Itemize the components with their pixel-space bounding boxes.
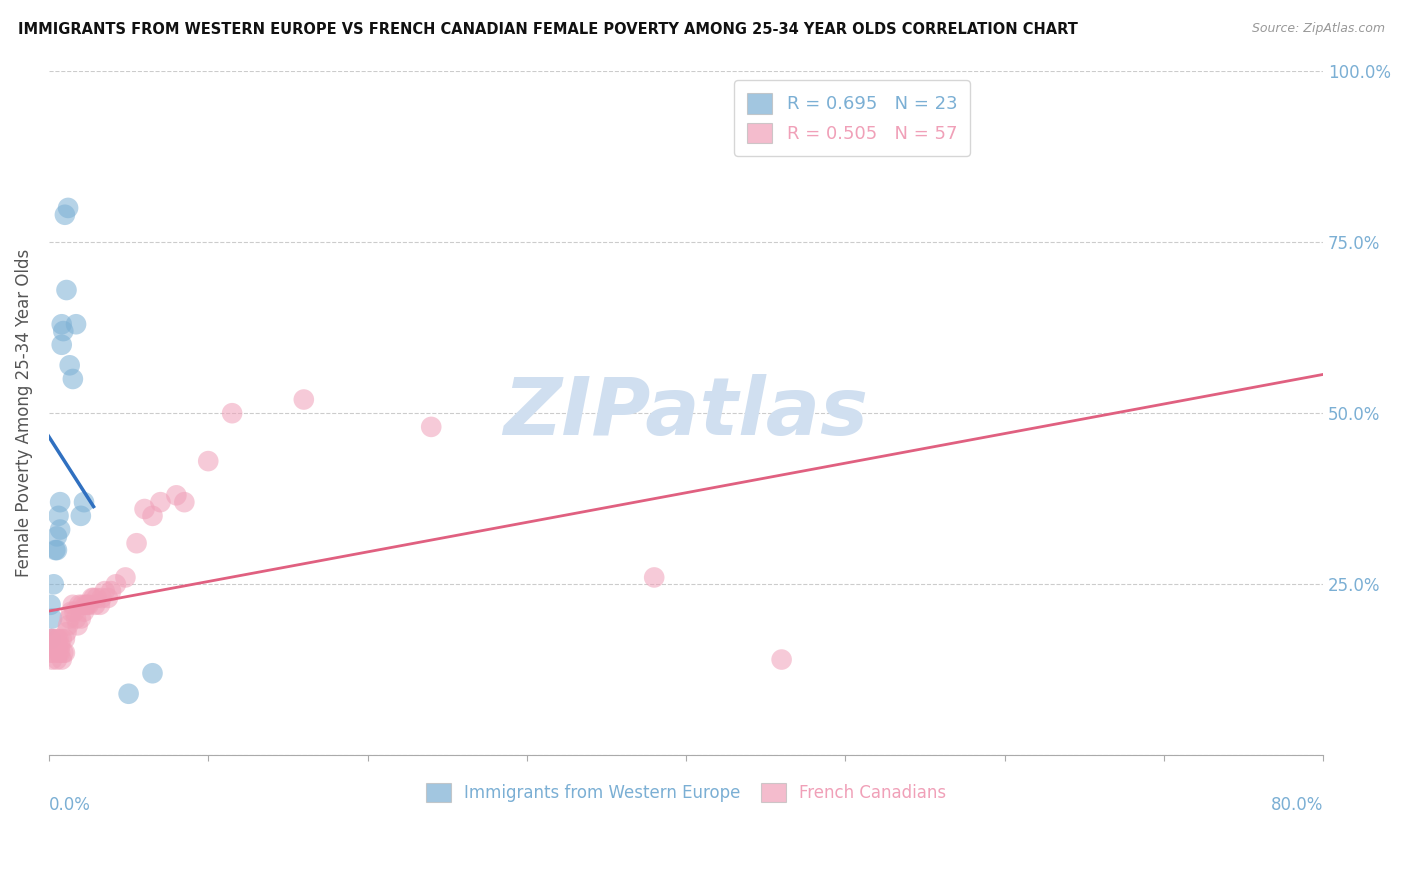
Point [77,598,100,612]
Point [39,632,62,646]
Text: 80.0%: 80.0% [1271,797,1323,814]
Point [69,508,91,523]
Point [42,646,65,660]
Point [76,598,98,612]
Point [292,392,315,407]
Point [93,584,115,599]
Point [48,508,70,523]
Point [48,646,70,660]
Point [55,283,77,297]
Point [51,652,73,666]
Point [66,618,89,632]
Point [221,406,243,420]
Text: Source: ZipAtlas.com: Source: ZipAtlas.com [1251,22,1385,36]
Point [62,372,84,386]
Point [45,632,67,646]
Point [51,632,73,646]
Point [49,646,72,660]
Point [48,632,70,646]
Point [60,605,83,619]
Point [41,632,63,646]
Point [39,639,62,653]
Text: IMMIGRANTS FROM WESTERN EUROPE VS FRENCH CANADIAN FEMALE POVERTY AMONG 25-34 YEA: IMMIGRANTS FROM WESTERN EUROPE VS FRENCH… [18,22,1078,37]
Point [90,591,112,605]
Point [44,639,66,653]
Point [100,584,122,599]
Point [67,598,90,612]
Point [53,632,76,646]
Point [45,529,67,543]
Point [134,502,156,516]
Point [86,591,108,605]
Point [51,318,73,332]
Point [59,359,82,373]
Point [39,646,62,660]
Point [104,577,127,591]
Point [39,598,62,612]
Point [125,536,148,550]
Point [53,646,76,660]
Point [73,495,96,509]
Point [420,420,443,434]
Point [173,495,195,509]
Point [39,632,62,646]
Point [56,201,79,215]
Point [117,687,139,701]
Point [141,508,163,523]
Point [75,598,97,612]
Point [770,652,793,666]
Point [52,324,75,338]
Point [59,611,82,625]
Point [49,523,72,537]
Y-axis label: Female Poverty Among 25-34 Year Olds: Female Poverty Among 25-34 Year Olds [15,249,32,577]
Point [49,639,72,653]
Point [97,591,120,605]
Point [89,598,111,612]
Point [197,454,219,468]
Point [84,598,107,612]
Point [53,208,76,222]
Text: 0.0%: 0.0% [49,797,91,814]
Point [141,666,163,681]
Point [73,605,96,619]
Point [65,318,87,332]
Point [41,652,63,666]
Point [63,605,86,619]
Point [49,495,72,509]
Point [149,495,172,509]
Point [52,646,75,660]
Point [45,543,67,558]
Legend: Immigrants from Western Europe, French Canadians: Immigrants from Western Europe, French C… [419,776,953,809]
Point [41,611,63,625]
Text: ZIPatlas: ZIPatlas [503,375,869,452]
Point [42,577,65,591]
Point [65,611,87,625]
Point [69,611,91,625]
Point [114,570,136,584]
Point [62,598,84,612]
Point [72,598,94,612]
Point [42,632,65,646]
Point [80,591,103,605]
Point [83,591,105,605]
Point [45,652,67,666]
Point [44,543,66,558]
Point [56,618,79,632]
Point [643,570,665,584]
Point [51,338,73,352]
Point [165,488,187,502]
Point [55,625,77,640]
